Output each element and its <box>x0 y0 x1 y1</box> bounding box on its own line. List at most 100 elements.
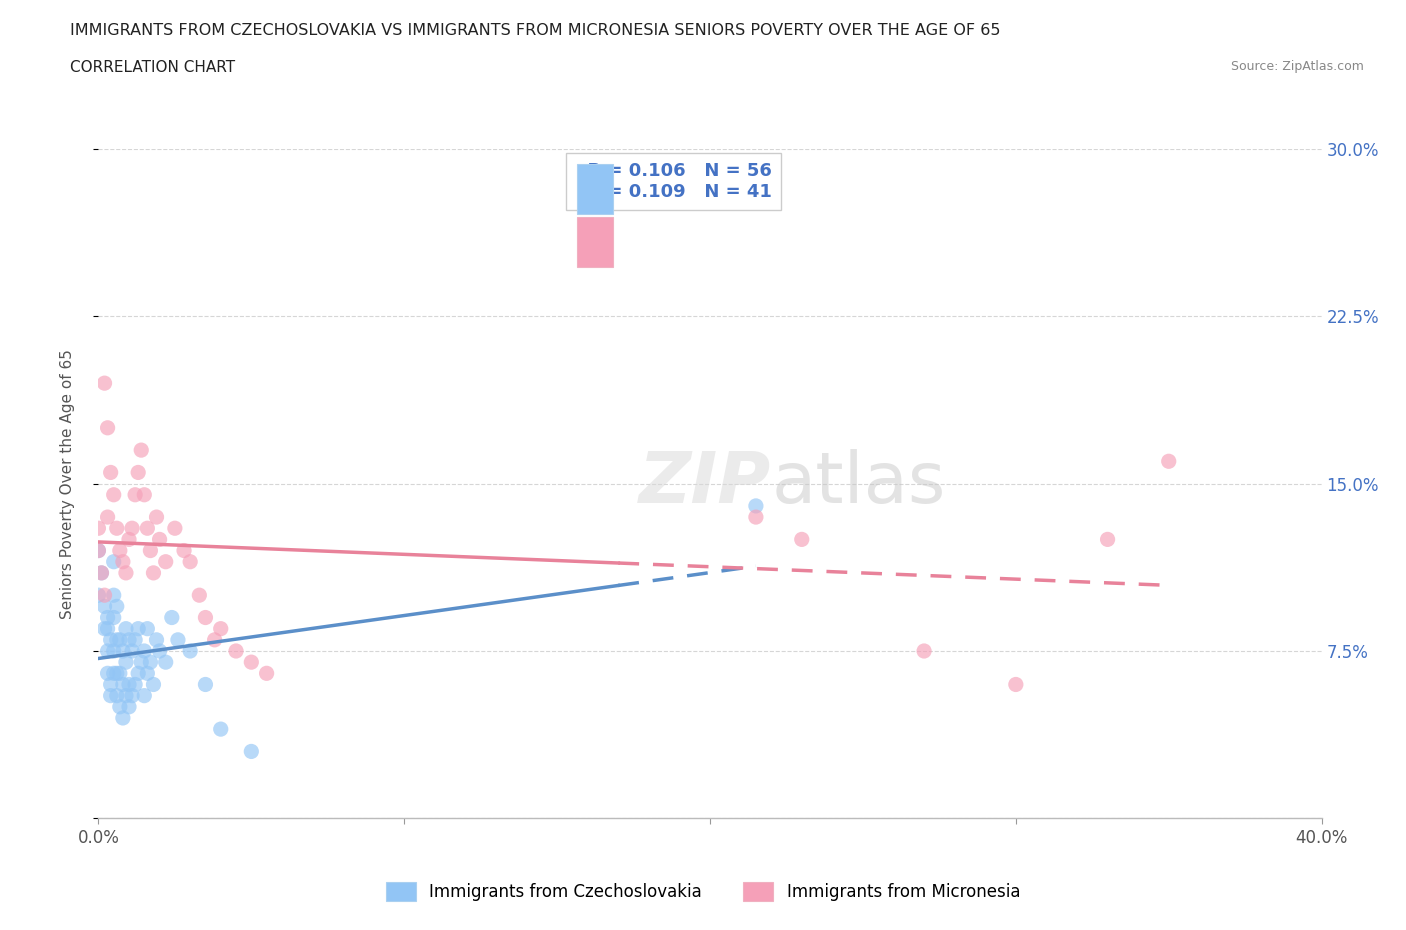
Point <box>87 543 110 558</box>
Point <box>179 644 201 658</box>
Point <box>136 621 159 636</box>
Point <box>100 688 122 703</box>
Point <box>134 644 156 658</box>
Legend: Immigrants from Czechoslovakia, Immigrants from Micronesia: Immigrants from Czechoslovakia, Immigran… <box>380 876 1026 908</box>
Point <box>124 677 146 692</box>
Point <box>121 521 143 536</box>
Point <box>97 610 120 625</box>
Text: ZIP: ZIP <box>638 449 772 518</box>
Point <box>118 532 141 547</box>
Point <box>127 621 149 636</box>
Point <box>745 498 768 513</box>
Point <box>136 521 159 536</box>
Point <box>108 666 131 681</box>
Point <box>115 688 138 703</box>
Point <box>155 554 177 569</box>
Point <box>105 688 128 703</box>
Point <box>97 510 120 525</box>
Point <box>160 610 183 625</box>
Point <box>93 621 115 636</box>
Bar <box>576 217 613 267</box>
Point <box>93 376 115 391</box>
Point <box>139 655 162 670</box>
Point <box>1004 677 1026 692</box>
Point <box>240 744 263 759</box>
Point <box>100 465 122 480</box>
Point <box>173 543 195 558</box>
Point <box>179 554 201 569</box>
Point <box>209 621 232 636</box>
Point <box>118 677 141 692</box>
Point <box>87 588 110 603</box>
Point <box>87 543 110 558</box>
Point <box>256 666 278 681</box>
Point <box>790 532 813 547</box>
Point <box>87 521 110 536</box>
Point <box>111 677 134 692</box>
Point <box>111 711 134 725</box>
Point <box>118 632 141 647</box>
Point <box>194 677 217 692</box>
Point <box>111 554 134 569</box>
Point <box>111 644 134 658</box>
Point <box>194 610 217 625</box>
Point <box>139 543 162 558</box>
Point <box>118 699 141 714</box>
Point <box>115 621 138 636</box>
Point <box>167 632 190 647</box>
Point <box>142 677 165 692</box>
Point <box>103 610 125 625</box>
Point <box>108 699 131 714</box>
Point <box>103 644 125 658</box>
Point <box>97 666 120 681</box>
Point <box>115 565 138 580</box>
Point <box>145 510 167 525</box>
Point <box>912 644 935 658</box>
Point <box>103 588 125 603</box>
Point <box>103 487 125 502</box>
Point <box>103 666 125 681</box>
Point <box>93 588 115 603</box>
Point <box>90 565 112 580</box>
Point <box>240 655 263 670</box>
Point <box>93 599 115 614</box>
Text: Source: ZipAtlas.com: Source: ZipAtlas.com <box>1230 60 1364 73</box>
Point <box>209 722 232 737</box>
Point <box>100 632 122 647</box>
Point <box>105 599 128 614</box>
Point <box>1157 454 1180 469</box>
Point <box>204 632 226 647</box>
Point <box>97 420 120 435</box>
Point <box>225 644 247 658</box>
Point <box>149 644 172 658</box>
Point <box>100 677 122 692</box>
Point <box>124 487 146 502</box>
Point <box>1097 532 1119 547</box>
Point <box>124 632 146 647</box>
Point <box>145 632 167 647</box>
Point <box>115 655 138 670</box>
Point <box>121 688 143 703</box>
Point <box>127 465 149 480</box>
Point <box>129 655 152 670</box>
Point <box>188 588 211 603</box>
Point <box>136 666 159 681</box>
Point <box>105 666 128 681</box>
Point <box>127 666 149 681</box>
Point <box>103 554 125 569</box>
Point <box>108 632 131 647</box>
Text: IMMIGRANTS FROM CZECHOSLOVAKIA VS IMMIGRANTS FROM MICRONESIA SENIORS POVERTY OVE: IMMIGRANTS FROM CZECHOSLOVAKIA VS IMMIGR… <box>70 23 1001 38</box>
Point <box>149 532 172 547</box>
Point <box>134 487 156 502</box>
Point <box>142 565 165 580</box>
Point <box>97 621 120 636</box>
Y-axis label: Seniors Poverty Over the Age of 65: Seniors Poverty Over the Age of 65 <box>60 349 75 618</box>
Point <box>121 644 143 658</box>
Text: atlas: atlas <box>772 449 946 518</box>
Point <box>134 688 156 703</box>
Bar <box>576 164 613 214</box>
Text: R = 0.106   N = 56
  R = 0.109   N = 41: R = 0.106 N = 56 R = 0.109 N = 41 <box>575 162 772 201</box>
Point <box>745 510 768 525</box>
Point <box>129 443 152 458</box>
Point <box>90 565 112 580</box>
